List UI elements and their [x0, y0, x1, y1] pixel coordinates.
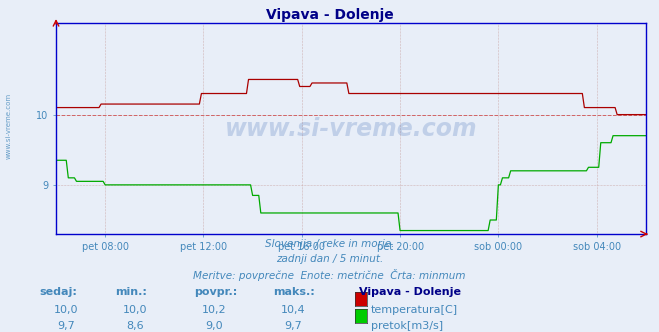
Text: zadnji dan / 5 minut.: zadnji dan / 5 minut. [276, 254, 383, 264]
Text: sedaj:: sedaj: [40, 287, 77, 297]
Text: 9,7: 9,7 [285, 321, 302, 331]
Text: povpr.:: povpr.: [194, 287, 238, 297]
Text: Meritve: povprečne  Enote: metrične  Črta: minmum: Meritve: povprečne Enote: metrične Črta:… [193, 269, 466, 281]
Text: 10,0: 10,0 [123, 305, 148, 315]
Text: 9,7: 9,7 [57, 321, 74, 331]
Text: 8,6: 8,6 [127, 321, 144, 331]
Text: Slovenija / reke in morje.: Slovenija / reke in morje. [265, 239, 394, 249]
Text: 10,2: 10,2 [202, 305, 227, 315]
Text: 9,0: 9,0 [206, 321, 223, 331]
Text: min.:: min.: [115, 287, 147, 297]
Text: www.si-vreme.com: www.si-vreme.com [5, 93, 12, 159]
Text: 10,4: 10,4 [281, 305, 306, 315]
Text: Vipava - Dolenje: Vipava - Dolenje [359, 287, 461, 297]
Text: Vipava - Dolenje: Vipava - Dolenje [266, 8, 393, 22]
Text: pretok[m3/s]: pretok[m3/s] [371, 321, 443, 331]
Text: maks.:: maks.: [273, 287, 315, 297]
Text: www.si-vreme.com: www.si-vreme.com [225, 117, 477, 141]
Text: temperatura[C]: temperatura[C] [371, 305, 458, 315]
Text: 10,0: 10,0 [53, 305, 78, 315]
